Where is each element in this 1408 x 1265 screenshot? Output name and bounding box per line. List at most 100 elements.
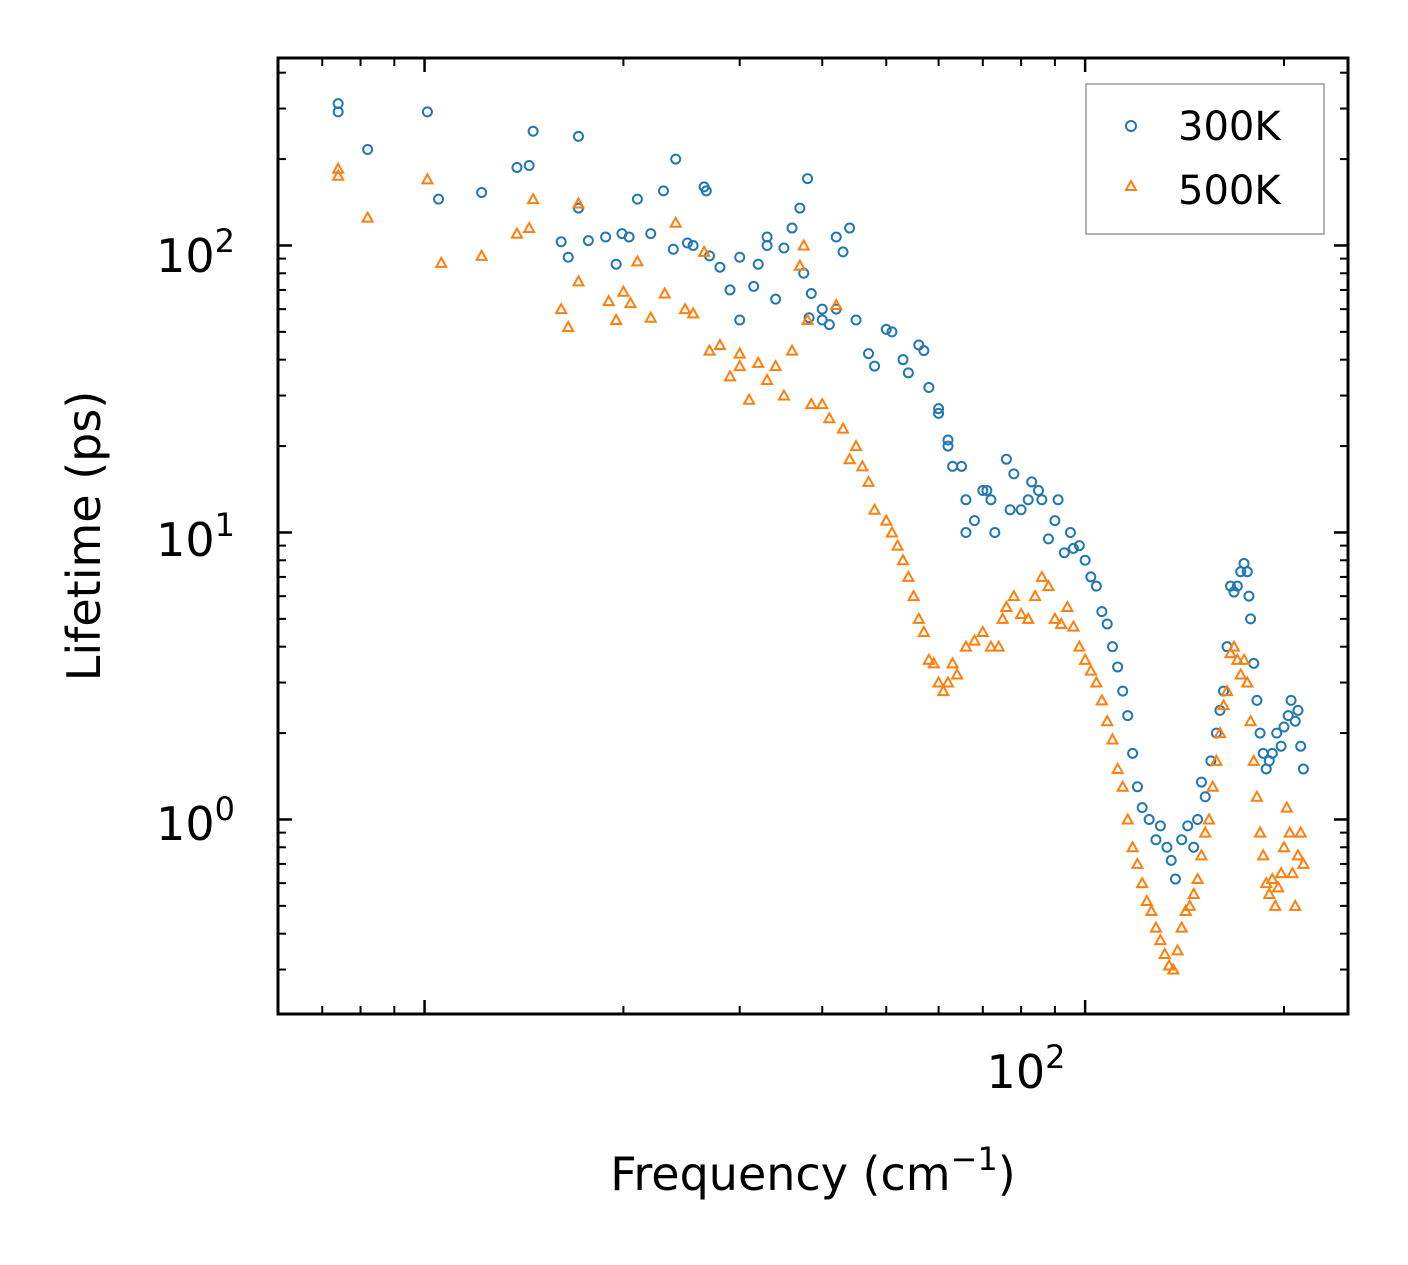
point-500k (1035, 569, 1049, 582)
point-300k (844, 222, 856, 234)
point-300k (1033, 485, 1045, 497)
point-300k (1127, 747, 1139, 759)
point-300k (1049, 515, 1061, 527)
point-500k (1130, 856, 1145, 869)
point-300k (805, 288, 817, 300)
point-500k (1198, 825, 1212, 838)
point-500k (822, 411, 837, 424)
point-300k (1073, 540, 1085, 552)
point-500k (669, 215, 683, 228)
point-300k (1161, 841, 1173, 853)
point-300k (989, 526, 1001, 538)
point-500k (1282, 825, 1297, 838)
point-300k (830, 231, 842, 243)
point-300k (1195, 776, 1207, 788)
point-300k (942, 434, 954, 446)
point-300k (956, 460, 968, 472)
point-500k (1253, 825, 1267, 838)
point-500k (1153, 933, 1168, 946)
point-500k (984, 639, 998, 652)
point-500k (1007, 589, 1021, 602)
point-300k (968, 515, 980, 527)
point-500k (1066, 619, 1081, 632)
point-300k (1122, 710, 1134, 722)
point-500k (967, 633, 982, 646)
point-500k (1110, 761, 1125, 774)
point-500k (522, 220, 536, 234)
point-300k (1154, 820, 1166, 832)
point-500k (1105, 732, 1120, 745)
point-500k (1296, 856, 1311, 869)
point-300k (670, 153, 682, 165)
point-500k (1084, 663, 1098, 676)
point-500k (917, 624, 931, 638)
point-300k (1266, 747, 1278, 759)
point-300k (977, 485, 989, 497)
point-300k (687, 239, 699, 251)
point-300k (1015, 504, 1027, 516)
point-300k (802, 173, 814, 185)
point-300k (332, 106, 344, 118)
point-300k (1289, 715, 1301, 727)
point-500k (995, 611, 1010, 624)
point-500k (885, 525, 899, 538)
point-300k (923, 381, 935, 393)
point-500k (1186, 886, 1201, 899)
point-300k (681, 237, 693, 249)
point-300k (960, 494, 972, 506)
point-300k (1090, 580, 1102, 592)
point-300k (850, 314, 862, 326)
point-300k (1297, 763, 1309, 775)
point-300k (960, 526, 972, 538)
point-300k (1008, 468, 1020, 480)
point-500k (1166, 962, 1181, 975)
point-300k (657, 185, 669, 197)
point-300k (1036, 494, 1048, 506)
point-500k (609, 312, 623, 325)
point-300k (1176, 834, 1188, 846)
point-300k (869, 360, 881, 372)
legend-box (1085, 83, 1325, 235)
point-500k (992, 639, 1006, 652)
point-300k (942, 440, 954, 452)
point-500k (331, 168, 345, 181)
point-300k (1243, 590, 1255, 602)
point-300k (1241, 566, 1253, 578)
point-300k (1188, 841, 1200, 853)
point-500k (1095, 693, 1109, 706)
point-500k (867, 502, 882, 515)
point-300k (897, 354, 909, 366)
y-axis-title: Lifetime (ps) (57, 391, 111, 682)
point-300k (786, 222, 798, 234)
point-500k (561, 319, 575, 332)
point-300k (631, 193, 643, 205)
plot-frame (276, 56, 1350, 1016)
point-500k (1209, 753, 1224, 766)
point-500k (1202, 812, 1216, 825)
point-500k (601, 294, 616, 307)
y-tick-label-10: 101 (156, 506, 235, 567)
point-500k (849, 439, 863, 452)
point-300k (816, 303, 828, 315)
point-500k (1174, 920, 1189, 933)
point-300k (1292, 704, 1304, 716)
plot-points (331, 98, 1311, 975)
point-300k (1026, 476, 1038, 488)
point-300k (985, 494, 997, 506)
point-500k (797, 238, 811, 251)
point-500k (1100, 714, 1114, 727)
point-500k (751, 355, 765, 368)
point-500k (959, 639, 973, 652)
point-300k (761, 231, 773, 243)
point-300k (734, 251, 746, 263)
point-300k (724, 284, 736, 296)
point-300k (1022, 494, 1034, 506)
point-500k (723, 369, 737, 382)
point-300k (794, 202, 806, 214)
legend-label-300k: 300K (1178, 104, 1282, 150)
x-axis-title: Frequency (cm−1) (610, 1140, 1015, 1201)
point-300k (1004, 504, 1016, 516)
point-500k (777, 388, 791, 401)
point-300k (863, 348, 875, 360)
